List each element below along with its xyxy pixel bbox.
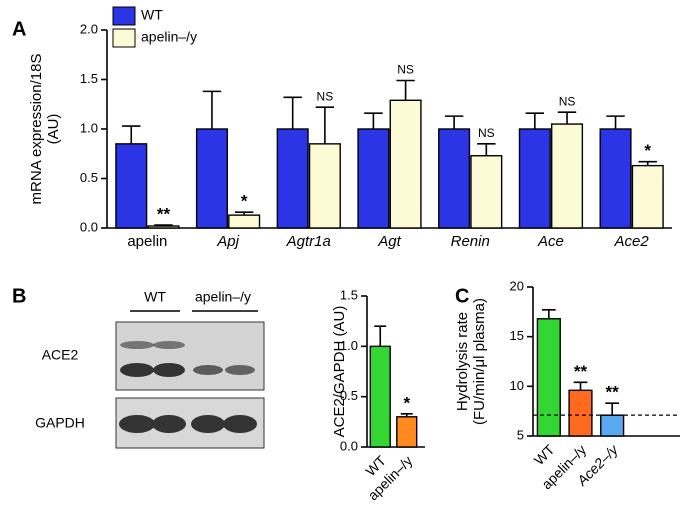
error-bar [283, 96, 302, 129]
legend-label: apelin–/y [141, 29, 197, 45]
error-bar [477, 143, 496, 156]
error-bar [364, 112, 383, 129]
y-tick-label: 10 [510, 378, 524, 393]
panel-label: C [455, 285, 469, 307]
x-tick-label: Ace [537, 233, 564, 250]
y-tick-label: 0.5 [80, 170, 98, 185]
error-bar [396, 79, 415, 101]
error-bar [525, 112, 545, 129]
legend-label: WT [141, 7, 163, 23]
bands [119, 341, 257, 433]
western-blot: B WT apelin–/y ACE2 GAPDH [12, 285, 265, 449]
bar [389, 99, 422, 229]
bar [631, 164, 664, 229]
significance-label: ** [157, 205, 171, 224]
x-tick-label: Ace2 [614, 233, 650, 250]
y-axis-label: mRNA expression/18S [28, 54, 45, 205]
y-tick-label: 15 [510, 328, 524, 343]
lane-group-label: apelin–/y [195, 289, 251, 305]
significance-label: * [241, 192, 248, 211]
bar [396, 416, 418, 448]
significance-label: NS [317, 89, 334, 103]
error-bar [606, 115, 625, 129]
y-tick-label: 0.0 [80, 219, 98, 234]
significance-label: ** [606, 383, 620, 402]
error-bar [605, 402, 620, 416]
blot-row-label: GAPDH [35, 415, 85, 431]
panel-label: B [12, 285, 26, 307]
y-tick-label: 5 [517, 427, 524, 442]
y-axis-label: (AU) [45, 114, 62, 145]
bar [470, 155, 503, 229]
y-axis-label: Hydrolysis rate [454, 312, 471, 411]
y-tick-label: 0.0 [340, 438, 358, 453]
bar [518, 128, 551, 229]
y-axis-label: ACE2/GAPDH (AU) [331, 306, 348, 438]
error-bar [315, 106, 335, 144]
error-bar [374, 325, 387, 347]
x-tick-label: WT [531, 441, 558, 468]
bar [228, 214, 261, 229]
panel-label: A [12, 18, 26, 40]
bar [195, 128, 229, 229]
blot-row-label: ACE2 [42, 347, 79, 363]
y-tick-label: 1.0 [340, 338, 358, 353]
bar [357, 128, 390, 229]
significance-label: * [403, 393, 410, 412]
legend-swatch [112, 28, 136, 48]
legend-swatch [112, 6, 136, 26]
x-tick-label: Apj [216, 233, 239, 250]
y-tick-label: 2.0 [80, 21, 98, 36]
bar [599, 128, 632, 229]
error-bar [541, 309, 556, 319]
y-tick-label: 1.0 [80, 120, 98, 135]
y-tick-label: 20 [510, 278, 524, 293]
bar [550, 123, 584, 229]
y-axis-label: (FU/min/μl plasma) [471, 298, 488, 425]
error-bar [202, 90, 222, 129]
error-bar [444, 115, 464, 129]
bar [147, 225, 180, 229]
bar [600, 414, 625, 437]
x-tick-label: apelin [127, 233, 167, 250]
x-tick-label: Agt [377, 233, 401, 250]
y-tick-label: 0.5 [340, 388, 358, 403]
bar [369, 345, 391, 448]
x-tick-label: Renin [451, 233, 490, 250]
blot-membrane [115, 321, 265, 391]
lane-group-label: WT [144, 289, 166, 305]
significance-label: NS [478, 126, 495, 140]
bar [568, 389, 593, 437]
significance-label: ** [574, 362, 588, 381]
error-bar [122, 125, 141, 144]
bar [308, 143, 341, 229]
bar [536, 318, 561, 437]
y-tick-label: 1.5 [80, 71, 98, 86]
bar [115, 143, 148, 229]
significance-label: * [644, 141, 651, 160]
y-tick-label: 1.5 [340, 287, 358, 302]
error-bar [557, 111, 577, 125]
bar [276, 128, 309, 229]
significance-label: NS [397, 63, 414, 77]
error-bar [573, 381, 588, 391]
x-tick-label: Agtr1a [286, 233, 331, 250]
bar [438, 128, 471, 229]
significance-label: NS [559, 94, 576, 108]
